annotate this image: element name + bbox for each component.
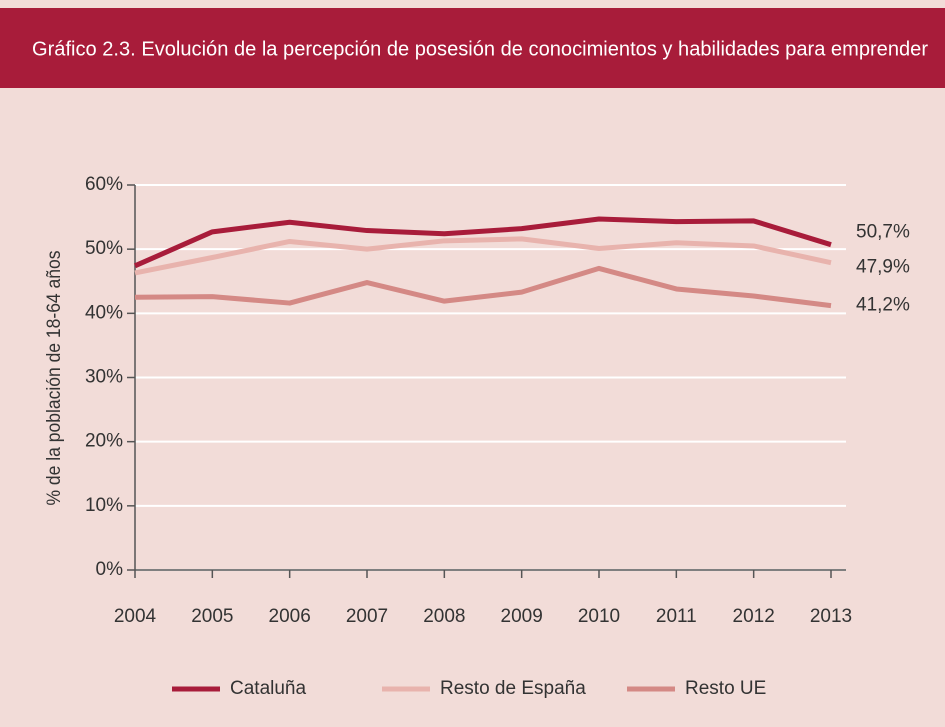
legend-label: Resto UE [685, 678, 766, 699]
x-tick-label: 2013 [810, 606, 852, 627]
series-line [134, 236, 832, 276]
x-tick-label: 2005 [191, 606, 233, 627]
legend-label: Cataluña [230, 678, 306, 699]
y-axis-label: % de la población de 18-64 años [44, 251, 65, 506]
y-tick-label: 40% [85, 302, 123, 323]
x-tick-label: 2008 [423, 606, 465, 627]
x-tick-label: 2010 [578, 606, 620, 627]
x-tick-label: 2011 [656, 606, 697, 627]
y-tick-label: 10% [85, 495, 123, 516]
x-tick-label: 2004 [114, 606, 157, 627]
series-line [133, 216, 832, 269]
header-band [0, 8, 945, 88]
end-value-label: 50,7% [856, 222, 910, 243]
y-tick-label: 60% [85, 174, 123, 195]
chart-title: Gráfico 2.3. Evolución de la percepción … [32, 38, 928, 60]
y-tick-label: 0% [96, 559, 124, 580]
end-value-label: 41,2% [856, 295, 910, 316]
x-tick-label: 2006 [269, 606, 311, 627]
x-tick-label: 2009 [501, 606, 543, 627]
y-tick-label: 30% [85, 367, 123, 388]
x-tick-label: 2012 [733, 606, 775, 627]
legend-label: Resto de España [440, 678, 586, 699]
x-tick-label: 2007 [346, 606, 388, 627]
y-tick-label: 50% [85, 238, 123, 259]
y-tick-label: 20% [85, 431, 123, 452]
series-line [134, 265, 832, 309]
end-value-label: 47,9% [856, 257, 910, 278]
